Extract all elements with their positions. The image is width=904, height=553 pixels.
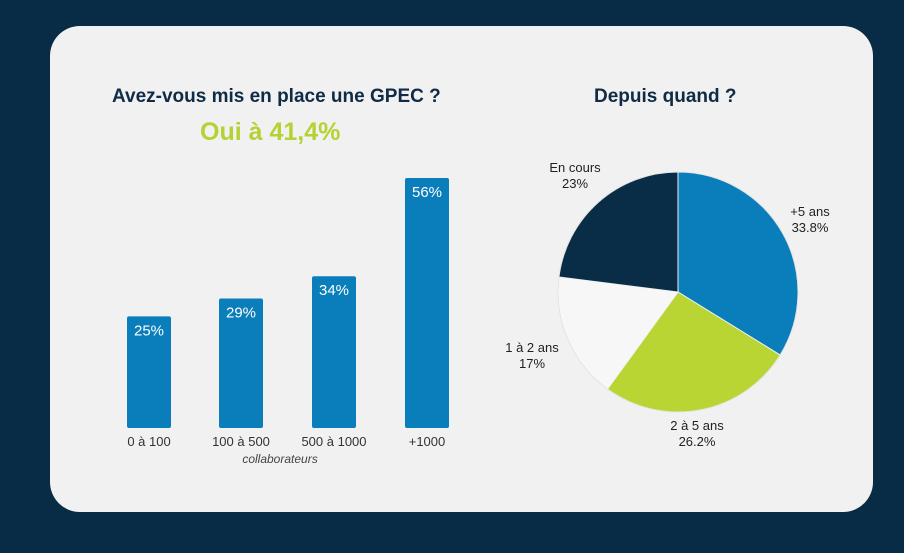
bar-chart-subtitle: Oui à 41,4% xyxy=(200,118,341,146)
pie-outline xyxy=(557,171,799,413)
bar-3 xyxy=(312,276,356,428)
bar-1 xyxy=(127,316,171,428)
pie-slice-label: 2 à 5 ans xyxy=(670,418,724,433)
bar-value-label: 25% xyxy=(134,322,164,339)
pie-slice-value: 17% xyxy=(519,356,545,371)
pie-chart-title: Depuis quand ? xyxy=(594,86,737,107)
bar-chart-title: Avez-vous mis en place une GPEC ? xyxy=(112,86,441,107)
x-axis-note: collaborateurs xyxy=(242,452,318,466)
category-label: 500 à 1000 xyxy=(301,434,366,449)
bar-value-label: 29% xyxy=(226,305,256,322)
pie-slice-label: En cours xyxy=(549,160,601,175)
pie-slice-label: 1 à 2 ans xyxy=(505,340,559,355)
bar-2 xyxy=(219,298,263,428)
category-label: 100 à 500 xyxy=(212,434,270,449)
bar-value-label: 34% xyxy=(319,282,349,299)
category-label: 0 à 100 xyxy=(127,434,170,449)
pie-slice-value: 33.8% xyxy=(792,220,829,235)
bar-4 xyxy=(405,178,449,428)
pie-slice-value: 26.2% xyxy=(679,434,716,449)
pie-slice-label: +5 ans xyxy=(790,204,830,219)
category-label: +1000 xyxy=(409,434,446,449)
pie-slice-value: 23% xyxy=(562,176,588,191)
bar-value-label: 56% xyxy=(412,184,442,201)
